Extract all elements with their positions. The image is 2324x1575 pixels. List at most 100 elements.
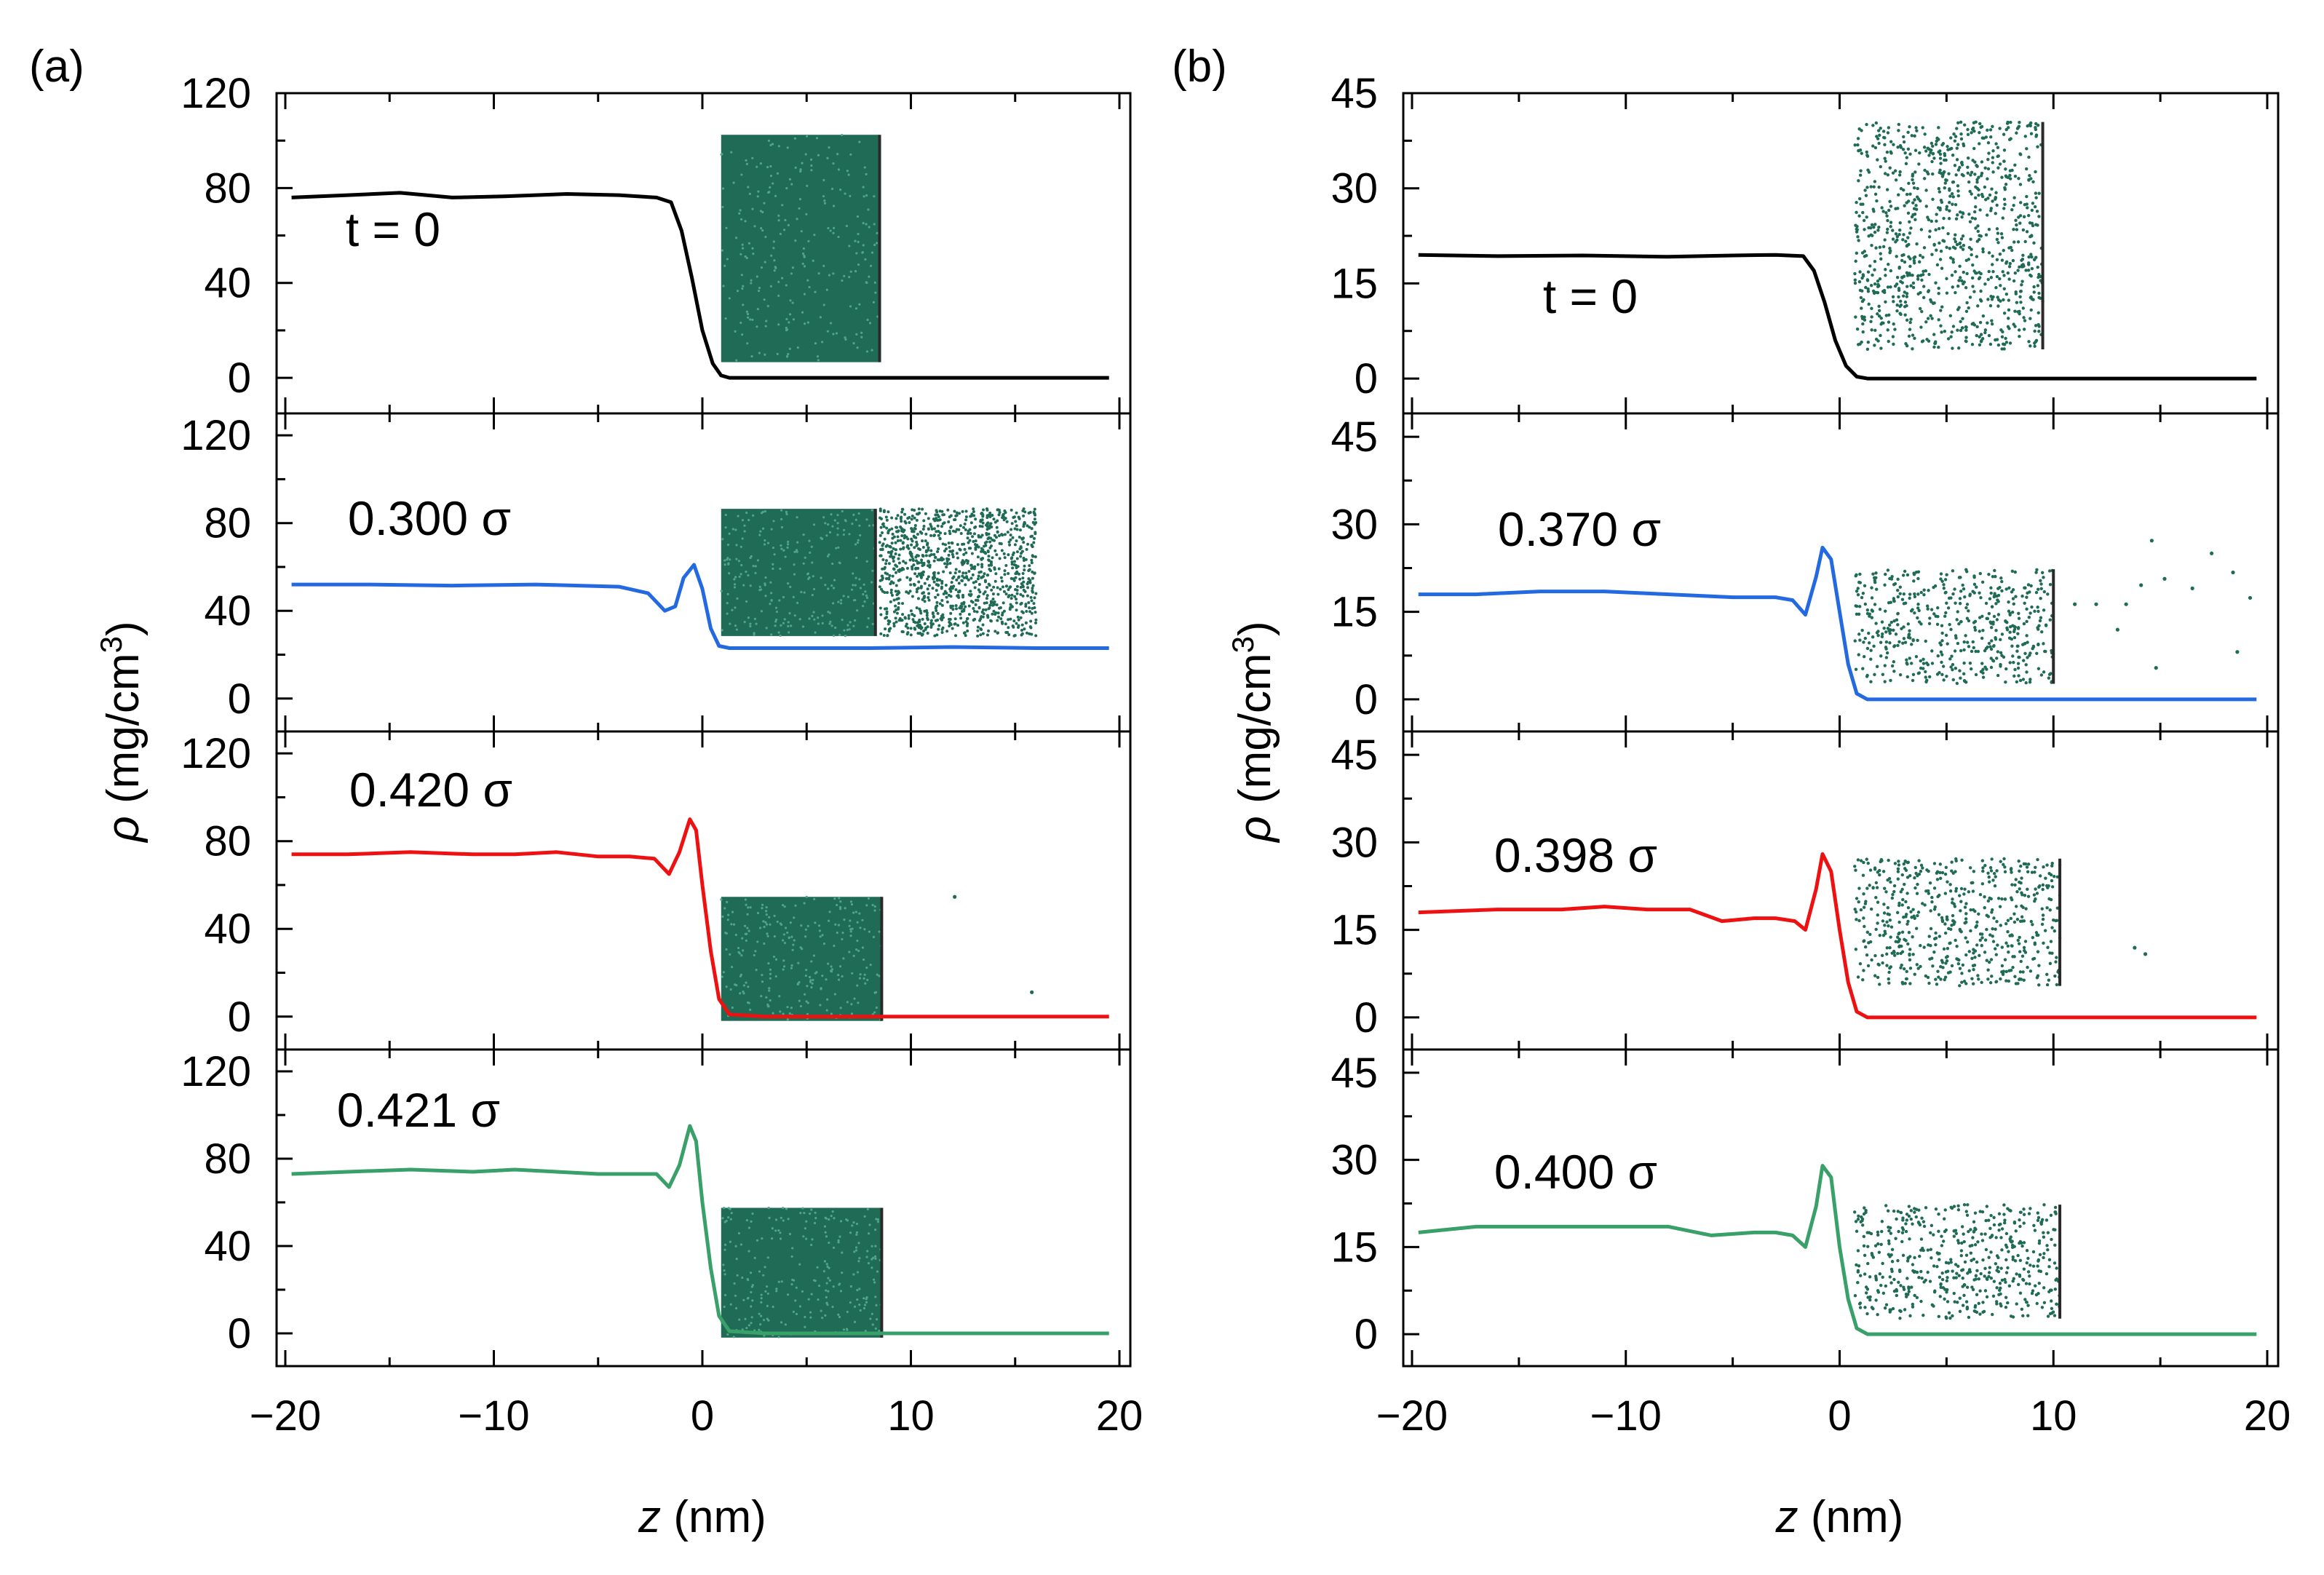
particle [2055, 1266, 2058, 1270]
particle [781, 277, 784, 279]
particle [779, 1231, 782, 1234]
particle [1887, 981, 1891, 985]
particle [1919, 863, 1924, 868]
particle [782, 1207, 785, 1210]
particle [2045, 884, 2049, 888]
particle [2003, 865, 2007, 869]
particle [1941, 226, 1945, 230]
particle [745, 310, 748, 313]
particle [1938, 641, 1942, 645]
particle [1870, 596, 1874, 600]
particle [756, 195, 759, 198]
particle [859, 927, 862, 929]
particle [750, 279, 753, 282]
particle [964, 558, 968, 562]
particle [1961, 963, 1965, 967]
particle [866, 1250, 869, 1253]
particle [785, 326, 788, 330]
particle [756, 559, 759, 562]
particle [812, 611, 815, 614]
particle [828, 911, 831, 913]
particle [857, 1260, 860, 1263]
particle [745, 1327, 748, 1330]
particle [810, 1243, 813, 1247]
particle [2028, 1263, 2032, 1267]
particle [945, 557, 949, 560]
particle [2016, 1253, 2020, 1258]
particle [1876, 913, 1879, 917]
particle [876, 1270, 879, 1273]
particle [1026, 524, 1029, 528]
particle [1902, 625, 1905, 629]
particle [917, 626, 921, 630]
particle [1943, 1229, 1947, 1234]
particle [1889, 225, 1892, 229]
particle [2022, 328, 2026, 331]
particle [1916, 592, 1920, 596]
particle [1897, 903, 1901, 908]
particle [1869, 320, 1873, 324]
particle [1000, 549, 1004, 552]
particle [972, 618, 975, 622]
particle [1899, 966, 1903, 969]
particle [2012, 1220, 2017, 1224]
particle [1889, 140, 1893, 143]
particle [1970, 253, 1973, 257]
particle [1967, 645, 1971, 648]
particle [814, 631, 817, 634]
particle [1999, 1236, 2003, 1239]
particle [790, 624, 793, 627]
particle [938, 578, 942, 582]
particle [734, 606, 737, 609]
particle [723, 1293, 727, 1297]
particle [1020, 537, 1024, 541]
particle [1943, 1208, 1947, 1212]
particle [745, 162, 749, 165]
y-axis-symbol: ρ [98, 816, 148, 844]
particle [1863, 228, 1866, 231]
particle [1902, 967, 1906, 971]
particle [878, 585, 881, 589]
particle [764, 576, 767, 579]
particle [2041, 887, 2045, 892]
particle [913, 614, 916, 617]
particle [1983, 895, 1986, 899]
particle [892, 547, 895, 550]
particle [1883, 929, 1887, 933]
particle [1033, 571, 1036, 575]
particle [734, 983, 737, 986]
particle [928, 563, 932, 567]
particle [1926, 146, 1930, 150]
particle [1961, 211, 1964, 215]
particle [969, 531, 972, 535]
particle [879, 507, 882, 511]
particle [828, 1241, 830, 1245]
particle [754, 571, 757, 574]
particle [1960, 163, 1964, 167]
particle [1965, 1213, 1970, 1217]
particle [2047, 1265, 2051, 1269]
particle [833, 897, 836, 900]
particle [997, 567, 1001, 571]
particle [936, 550, 940, 553]
particle [1897, 1229, 1900, 1234]
particle [734, 528, 737, 531]
particle [2030, 266, 2034, 271]
particle [935, 530, 938, 533]
particle [1960, 172, 1964, 177]
particle [2037, 1269, 2041, 1273]
particle [2019, 959, 2023, 964]
particle [951, 608, 955, 611]
particle [2018, 970, 2023, 974]
particle [861, 919, 864, 921]
particle [1989, 647, 1994, 651]
particle [1986, 968, 1990, 972]
particle [2014, 1229, 2018, 1233]
particle [2054, 960, 2058, 964]
particle [873, 909, 876, 912]
particle [1887, 970, 1891, 975]
particle [1973, 1309, 1978, 1314]
stray-particle [2235, 650, 2240, 654]
particle [2020, 904, 2023, 908]
particle [2012, 196, 2016, 199]
